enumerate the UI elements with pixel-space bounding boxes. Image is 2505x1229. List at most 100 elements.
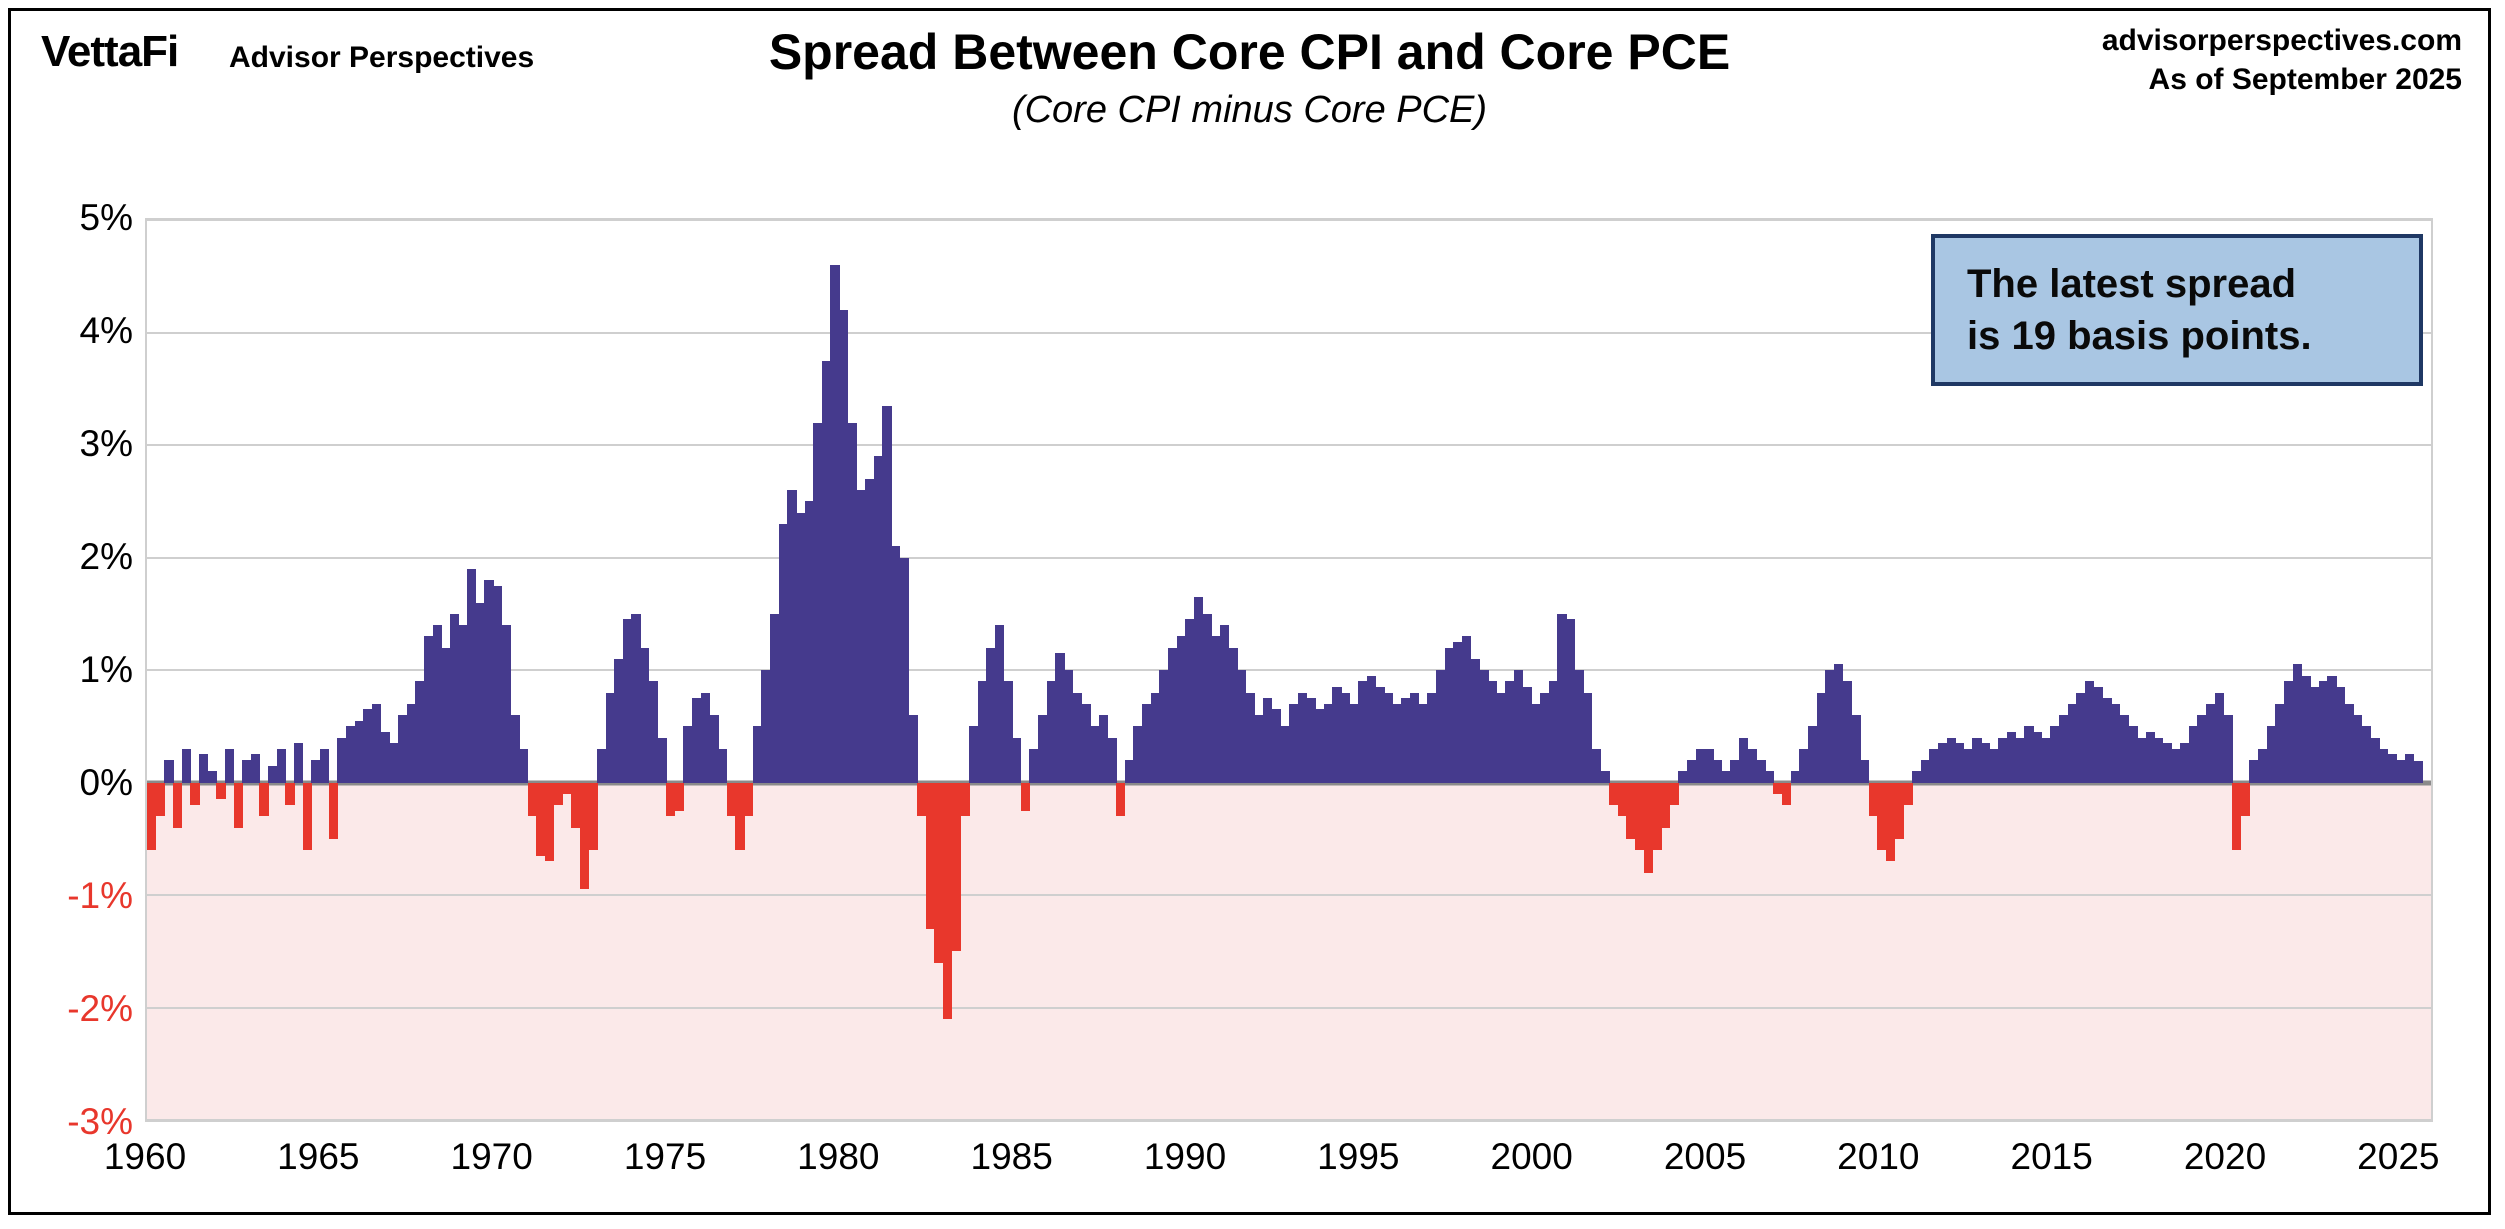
bar [700, 692, 711, 783]
bar [562, 782, 572, 794]
chart-page: VettaFi Advisor Perspectives Spread Betw… [8, 8, 2491, 1215]
bar [2387, 754, 2398, 783]
y-tick-label: -1% [67, 875, 133, 916]
bar [1730, 760, 1740, 783]
bar [1436, 670, 1446, 783]
bar [2171, 748, 2181, 783]
bar [441, 647, 451, 783]
bar [709, 715, 719, 783]
bar [1029, 748, 1039, 783]
bar [795, 512, 806, 783]
bar [657, 737, 667, 783]
gridline [147, 894, 2431, 896]
bar [1652, 782, 1662, 850]
bar [467, 568, 477, 783]
bar [2344, 703, 2354, 783]
bar [172, 782, 183, 828]
bar [1626, 782, 1636, 839]
bar [1738, 737, 1749, 783]
x-tick-label: 2015 [2010, 1136, 2093, 1177]
bar [570, 782, 581, 828]
bar [692, 698, 702, 783]
bar [1479, 670, 1489, 783]
bar [216, 782, 226, 800]
bar [389, 743, 399, 783]
bar [164, 760, 174, 783]
bar [328, 782, 338, 839]
bar [1211, 636, 1221, 783]
bar [1306, 698, 1316, 783]
y-tick-label: -2% [67, 988, 133, 1029]
bar [536, 782, 546, 856]
bar [1989, 748, 2000, 783]
x-tick-label: 1970 [450, 1136, 533, 1177]
bar [1505, 681, 1515, 783]
bar [968, 726, 979, 783]
gridline [147, 331, 2431, 334]
bar [1764, 771, 1775, 783]
bar [1808, 726, 1818, 783]
x-tick-label: 2025 [2357, 1136, 2440, 1177]
x-tick-label: 2020 [2183, 1136, 2267, 1177]
bar [1704, 748, 1714, 783]
bar [1280, 726, 1290, 783]
bar [2188, 726, 2199, 783]
bar [1410, 692, 1420, 783]
bar [147, 782, 157, 850]
bar [380, 731, 390, 783]
bar [813, 422, 823, 783]
bar [2162, 743, 2173, 783]
bar [2292, 664, 2302, 783]
bar [415, 681, 425, 783]
bar [224, 748, 235, 783]
bar [1773, 782, 1783, 794]
bar [1678, 771, 1688, 783]
bar [1669, 782, 1679, 805]
bar [1072, 692, 1083, 783]
bar [1868, 782, 1878, 817]
bar [683, 726, 693, 783]
bar [2318, 681, 2328, 783]
bar [1825, 670, 1835, 783]
bar [1401, 698, 1411, 783]
bar [1842, 681, 1853, 783]
bar [1098, 715, 1108, 783]
source-block: advisorperspectives.com As of September … [2102, 21, 2462, 99]
bar [2110, 703, 2121, 783]
bar [1133, 726, 1143, 783]
bar [458, 625, 468, 783]
bar [311, 760, 321, 783]
bar [2128, 726, 2138, 783]
bar [1453, 641, 1463, 783]
bar [1263, 698, 1273, 783]
bar [1141, 703, 1152, 783]
bar [1661, 782, 1671, 828]
advisor-perspectives-label: Advisor Perspectives [229, 41, 535, 74]
bar [1237, 670, 1247, 783]
zero-line [147, 780, 2431, 785]
bar [839, 310, 849, 783]
bar [942, 782, 953, 1019]
bar [1392, 703, 1403, 783]
bar [1816, 692, 1827, 783]
bar [761, 670, 771, 783]
gridline [147, 219, 2431, 221]
bar [1185, 619, 1195, 783]
bar [960, 782, 970, 817]
bar [1115, 782, 1126, 817]
bar [1245, 692, 1256, 783]
bar [666, 782, 676, 817]
bar [1496, 692, 1506, 783]
bar [2413, 761, 2424, 783]
bar [2007, 731, 2017, 783]
bar [1998, 737, 2008, 783]
bar [371, 703, 382, 783]
bar [1124, 760, 1134, 783]
bar [2067, 703, 2077, 783]
bar [735, 782, 745, 850]
bar [977, 681, 987, 783]
bar [769, 613, 780, 783]
gridline [147, 1006, 2431, 1009]
bar [1643, 782, 1654, 873]
x-tick-label: 2000 [1490, 1136, 1573, 1177]
